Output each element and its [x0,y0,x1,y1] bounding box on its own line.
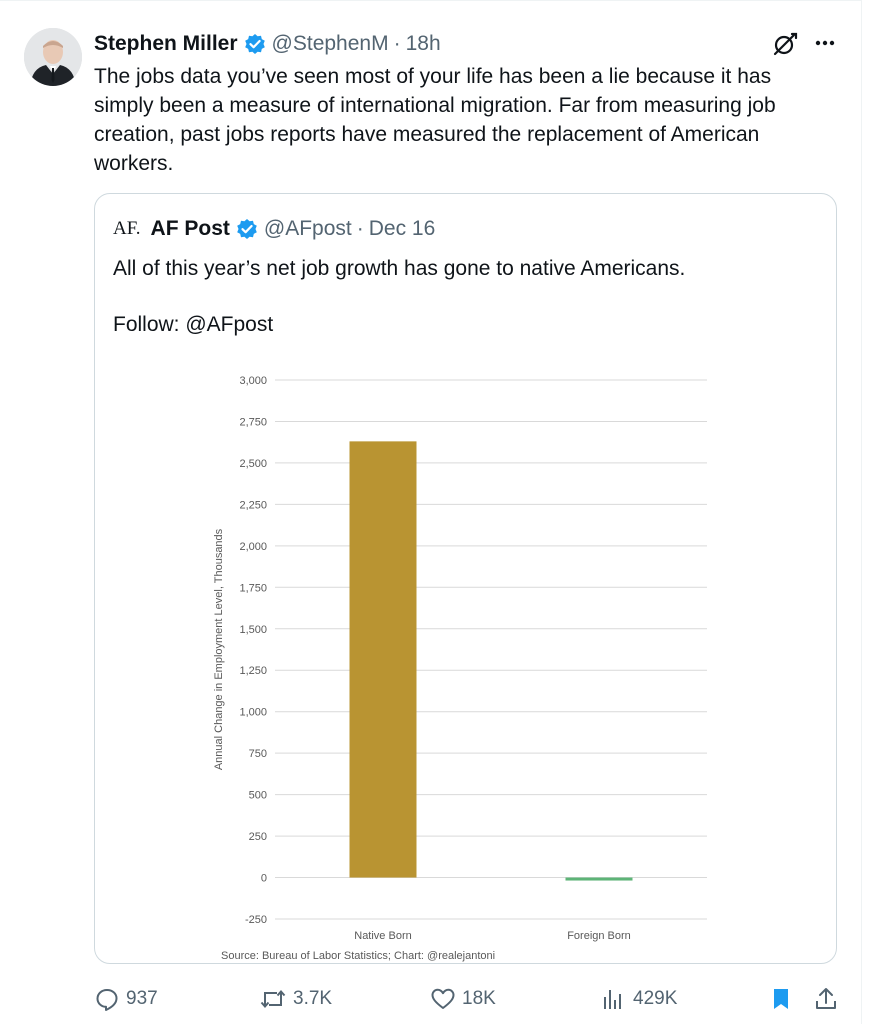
x-tick-label: Foreign Born [567,930,631,942]
af-post-logo: AF. [113,218,141,239]
share-button[interactable] [814,983,844,1015]
y-tick-label: 1,500 [239,624,267,636]
tweet-time[interactable]: 18h [405,32,441,55]
employment-bar-chart: -250 0 250 500 750 1,000 1,250 1,500 1,750 2,000 2… [213,375,707,962]
views-icon [604,990,621,1009]
repost-button[interactable]: 3.7K [259,983,332,1015]
repost-icon [260,989,286,1009]
quote-date[interactable]: Dec 16 [368,217,436,240]
bar [349,441,417,878]
y-tick-label: 500 [249,790,267,802]
author-name[interactable]: Stephen Miller [94,32,238,55]
x-tick-label: Native Born [354,930,411,942]
quote-text: All of this year’s net job growth has go… [113,257,686,280]
reply-button[interactable]: 937 [94,983,158,1015]
quote-author-handle[interactable]: @AFpost [263,217,352,240]
quoted-tweet[interactable]: AF. AF Post @AFpost · Dec 16 All of this… [94,193,837,964]
bookmark-icon [774,989,788,1009]
y-tick-label: 1,750 [239,582,267,594]
bookmark-button[interactable] [770,983,798,1015]
quote-follow-text: Follow: @AFpost [113,313,274,336]
y-axis-label: Annual Change in Employment Level, Thous… [213,528,225,770]
action-bar: 937 3.7K 18K 429K [94,983,844,1015]
views-button[interactable]: 429K [601,983,677,1015]
like-count: 18K [462,988,496,1009]
bar [565,877,633,881]
chart-source: Source: Bureau of Labor Statistics; Char… [221,950,495,962]
y-tick-label: 2,750 [239,416,267,428]
grok-icon[interactable] [772,31,798,57]
y-tick-label: 0 [261,873,267,885]
quote-header: AF. AF Post @AFpost · Dec 16 [113,214,435,244]
y-tick-label: 2,000 [239,541,267,553]
avatar-image [24,28,82,86]
y-tick-label: 2,500 [239,458,267,470]
y-tick-label: -250 [245,914,267,926]
tweet-header: Stephen Miller @StephenM · 18h [94,29,441,59]
view-count: 429K [633,988,678,1009]
y-tick-label: 750 [249,748,267,760]
y-tick-label: 3,000 [239,375,267,387]
tweet-text: The jobs data you’ve seen most of your l… [94,65,776,175]
like-button[interactable]: 18K [430,983,496,1015]
like-icon [431,988,455,1009]
reply-count: 937 [126,988,158,1009]
share-icon [816,988,836,1009]
y-tick-label: 2,250 [239,499,267,511]
author-handle[interactable]: @StephenM [271,32,389,55]
y-tick-label: 250 [249,831,267,843]
y-tick-label: 1,000 [239,707,267,719]
quote-author-name[interactable]: AF Post [150,217,230,240]
verified-badge-icon [244,33,266,55]
reply-icon [96,989,118,1011]
avatar[interactable] [24,28,82,86]
repost-count: 3.7K [293,988,333,1009]
more-icon[interactable] [812,35,838,51]
verified-badge-icon [236,218,258,240]
separator-dot: · [393,32,401,55]
separator-dot: · [356,217,364,240]
y-tick-label: 1,250 [239,665,267,677]
